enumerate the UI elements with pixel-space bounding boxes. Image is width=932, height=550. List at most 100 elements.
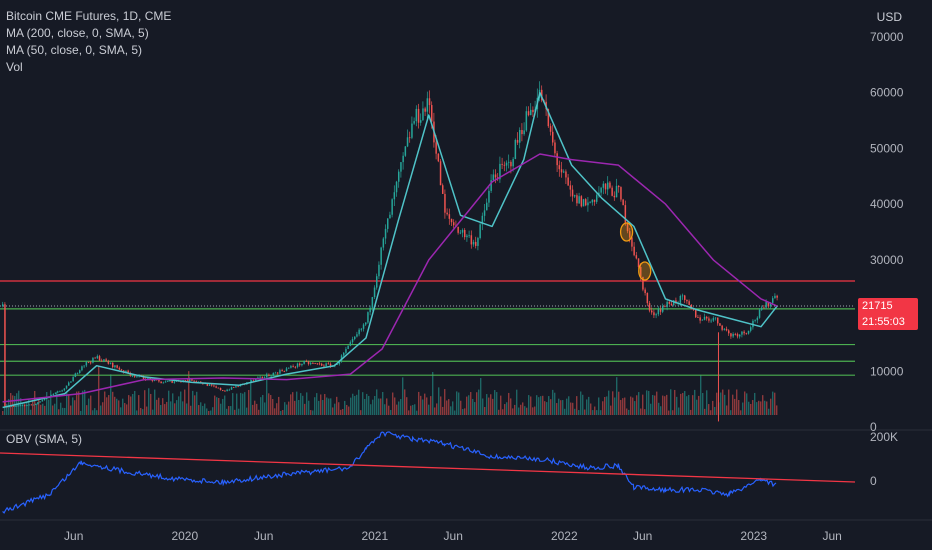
candle-body (193, 380, 195, 382)
volume-bar (44, 405, 46, 415)
time-tick-label: Jun (633, 529, 652, 543)
volume-bar (68, 394, 70, 415)
candle-body (681, 295, 684, 297)
candle-body (255, 378, 257, 381)
candle-body (250, 380, 253, 383)
candle-body (767, 301, 770, 307)
ma50-label[interactable]: MA (50, close, 0, SMA, 5) (6, 43, 143, 57)
volume-bar (486, 394, 488, 415)
candle-body (754, 320, 756, 322)
volume-bar (242, 393, 244, 415)
candle-body (329, 363, 332, 367)
vol-label[interactable]: Vol (6, 60, 23, 74)
volume-bar (210, 410, 212, 415)
candle-body (206, 383, 209, 386)
candle-body (10, 405, 13, 407)
volume-bar (62, 407, 64, 415)
volume-bar (134, 390, 136, 415)
price-tick-label: 50000 (870, 141, 904, 155)
volume-bar (604, 396, 606, 415)
volume-bar (102, 402, 104, 415)
candle-body (158, 379, 160, 382)
candle-body (349, 342, 352, 346)
volume-bar (112, 391, 114, 415)
candle-body (292, 366, 294, 367)
volume-bar (10, 393, 12, 415)
volume-bar (432, 371, 434, 415)
candle-body (490, 180, 492, 191)
ma200-label[interactable]: MA (200, close, 0, SMA, 5) (6, 26, 149, 40)
volume-bar (476, 392, 478, 415)
candle-body (162, 382, 165, 384)
candle-body (211, 384, 213, 386)
volume-bar (314, 397, 316, 415)
volume-bar (122, 398, 124, 415)
volume-bar (358, 389, 360, 415)
volume-bar (664, 396, 666, 415)
candle-body (98, 356, 101, 361)
volume-bar (272, 399, 274, 415)
volume-bar (2, 410, 4, 415)
candle-body (321, 363, 323, 366)
candle-body (26, 405, 28, 407)
candle-body (560, 169, 563, 173)
candle-body (15, 405, 17, 407)
volume-bar (302, 395, 304, 415)
candle-body (664, 306, 666, 307)
volume-bar (264, 402, 266, 415)
candle-body (618, 185, 620, 188)
candle-body (659, 309, 662, 312)
volume-bar (158, 397, 160, 415)
candle-body (494, 174, 497, 178)
volume-bar (20, 398, 22, 415)
candle-body (294, 366, 297, 368)
candle-body (367, 312, 369, 323)
candle-body (521, 130, 523, 135)
volume-bar (760, 401, 762, 415)
candle-body (703, 316, 706, 320)
candle-body (420, 120, 422, 123)
volume-bar (496, 392, 498, 415)
candle-body (85, 362, 88, 366)
volume-bar (238, 408, 240, 415)
volume-bar (612, 391, 614, 415)
volume-bar (198, 405, 200, 415)
candle-body (219, 387, 222, 391)
candle-body (668, 301, 671, 304)
candle-body (721, 325, 723, 330)
volume-bar (548, 396, 550, 415)
candle-body (728, 330, 730, 334)
obv-legend[interactable]: OBV (SMA, 5) (6, 432, 83, 446)
volume-bar (438, 387, 440, 415)
volume-bar (440, 396, 442, 415)
candle-body (373, 287, 376, 298)
candle-body (600, 187, 602, 193)
currency-label[interactable]: USD (876, 10, 902, 24)
candle-body (279, 370, 281, 374)
volume-bar (36, 403, 38, 415)
candle-body (336, 364, 338, 365)
candle-body (39, 401, 41, 403)
volume-bar (702, 393, 704, 415)
volume-bar (462, 409, 464, 415)
volume-bar (560, 400, 562, 415)
candle-body (112, 362, 114, 368)
candle-body (695, 310, 697, 318)
candle-body (208, 384, 211, 386)
volume-bar (410, 405, 412, 415)
volume-bar (340, 409, 342, 415)
candle-body (37, 402, 39, 404)
volume-bar (634, 401, 636, 415)
candle-body (505, 162, 508, 166)
volume-bar (472, 398, 474, 415)
candle-body (261, 376, 264, 378)
candle-body (92, 357, 94, 363)
volume-bar (644, 409, 646, 415)
volume-bar (294, 400, 296, 415)
candle-body (598, 192, 600, 195)
candle-body (72, 377, 74, 382)
candle-body (217, 387, 220, 389)
candle-body (191, 378, 193, 381)
volume-bar (584, 409, 586, 415)
chart-title[interactable]: Bitcoin CME Futures, 1D, CME (6, 9, 172, 23)
